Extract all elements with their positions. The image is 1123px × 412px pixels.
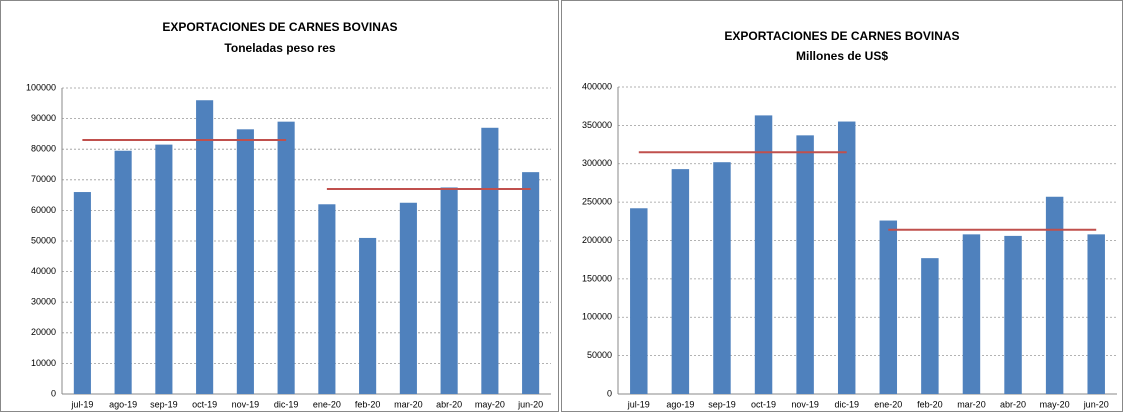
x-tick-label: mar-20 xyxy=(394,399,423,409)
x-tick-label: nov-19 xyxy=(232,399,260,409)
bar xyxy=(522,172,540,394)
x-tick-label: ago-19 xyxy=(666,399,694,409)
x-tick-label: feb-20 xyxy=(917,399,943,409)
x-tick-label: ago-19 xyxy=(109,399,137,409)
y-tick-label: 50000 xyxy=(587,350,612,360)
bar xyxy=(1045,196,1064,394)
y-tick-label: 40000 xyxy=(31,266,56,276)
bar xyxy=(155,144,173,394)
y-tick-label: 60000 xyxy=(31,205,56,215)
x-tick-label: jul-19 xyxy=(70,399,93,409)
y-tick-label: 10000 xyxy=(31,358,56,368)
bar xyxy=(630,208,648,394)
x-tick-label: mar-20 xyxy=(957,399,986,409)
bar xyxy=(1087,234,1105,394)
bar xyxy=(713,162,731,394)
x-tick-label: may-20 xyxy=(1040,399,1070,409)
x-tick-label: oct-19 xyxy=(751,399,776,409)
chart-title: EXPORTACIONES DE CARNES BOVINAS xyxy=(724,29,959,43)
bar xyxy=(196,100,214,395)
bar xyxy=(114,150,132,394)
y-tick-label: 20000 xyxy=(31,327,56,337)
y-tick-label: 100000 xyxy=(582,312,612,322)
bar xyxy=(277,121,295,394)
y-tick-label: 400000 xyxy=(582,81,612,91)
x-tick-label: abr-20 xyxy=(436,399,462,409)
bar xyxy=(754,115,773,395)
y-tick-label: 350000 xyxy=(582,120,612,130)
y-tick-label: 90000 xyxy=(31,113,56,123)
bar xyxy=(1004,235,1022,394)
chart-title: EXPORTACIONES DE CARNES BOVINAS xyxy=(162,20,397,34)
x-tick-label: may-20 xyxy=(475,399,505,409)
y-tick-label: 150000 xyxy=(582,273,612,283)
y-tick-label: 50000 xyxy=(31,235,56,245)
bar xyxy=(318,204,336,394)
y-tick-label: 80000 xyxy=(31,144,56,154)
bar xyxy=(440,187,458,394)
x-tick-label: dic-19 xyxy=(834,399,859,409)
x-tick-label: ene-20 xyxy=(313,399,341,409)
x-tick-label: oct-19 xyxy=(192,399,217,409)
bar xyxy=(236,129,254,394)
bar xyxy=(671,169,690,394)
x-tick-label: sep-19 xyxy=(708,399,736,409)
y-tick-label: 0 xyxy=(607,388,612,398)
x-tick-label: jul-19 xyxy=(627,399,650,409)
y-tick-label: 100000 xyxy=(26,82,56,92)
x-tick-label: nov-19 xyxy=(791,399,819,409)
chart-subtitle: Millones de US$ xyxy=(796,49,888,63)
y-tick-label: 70000 xyxy=(31,174,56,184)
x-tick-label: abr-20 xyxy=(1000,399,1026,409)
chart-subtitle: Toneladas peso res xyxy=(224,41,335,55)
bar xyxy=(73,192,91,394)
x-tick-label: jun-20 xyxy=(517,399,543,409)
bar xyxy=(481,127,499,394)
y-tick-label: 250000 xyxy=(582,197,612,207)
y-tick-label: 300000 xyxy=(582,158,612,168)
bar xyxy=(837,121,856,394)
x-tick-label: dic-19 xyxy=(274,399,299,409)
y-tick-label: 30000 xyxy=(31,297,56,307)
y-tick-label: 200000 xyxy=(582,235,612,245)
bar xyxy=(359,237,377,394)
x-tick-label: ene-20 xyxy=(874,399,902,409)
x-tick-label: feb-20 xyxy=(355,399,381,409)
x-tick-label: sep-19 xyxy=(150,399,178,409)
bar xyxy=(879,220,898,394)
bar xyxy=(962,234,981,394)
bar xyxy=(921,258,939,394)
y-tick-label: 0 xyxy=(51,388,56,398)
x-tick-label: jun-20 xyxy=(1083,399,1109,409)
bar xyxy=(796,135,814,395)
bar xyxy=(399,202,417,394)
